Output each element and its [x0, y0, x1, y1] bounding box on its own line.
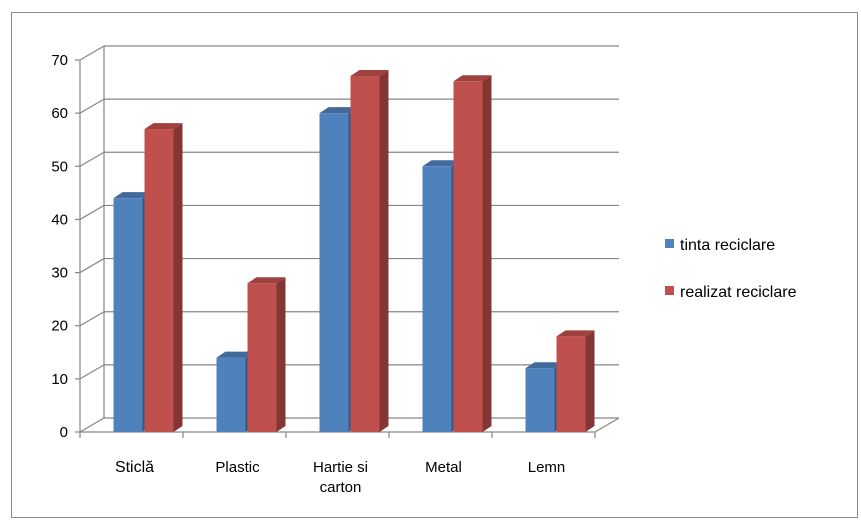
bar — [247, 277, 286, 432]
gridline-depth — [79, 311, 105, 327]
x-category-label: Plastic — [215, 459, 260, 476]
y-tick-label: 0 — [60, 424, 68, 441]
legend-label-realizat: realizat reciclare — [680, 284, 797, 301]
y-tick-label: 10 — [51, 371, 68, 388]
bar-top — [247, 277, 286, 284]
legend: tinta reciclare realizat reciclare — [665, 237, 797, 301]
floor-edge — [594, 417, 620, 433]
bar-front — [350, 75, 380, 432]
gridline-depth — [79, 364, 105, 380]
gridline-depth — [79, 417, 105, 433]
bar-top — [556, 330, 595, 337]
bar-front — [247, 283, 277, 432]
bar — [556, 330, 595, 432]
gridline-depth — [79, 98, 105, 114]
bar — [453, 75, 492, 432]
legend-swatch-realizat — [665, 286, 674, 295]
bar — [350, 69, 389, 432]
bar-top — [319, 107, 358, 114]
bar-front — [422, 166, 452, 433]
y-tick-label: 30 — [51, 265, 68, 282]
legend-item-tinta: tinta reciclare — [665, 237, 775, 254]
y-tick-label: 70 — [51, 52, 68, 69]
x-category-label: Lemn — [528, 459, 566, 476]
gridline-depth — [79, 204, 105, 220]
bar-front — [144, 129, 174, 433]
bar-front — [525, 368, 555, 432]
bar — [144, 123, 183, 433]
legend-label-tinta: tinta reciclare — [680, 237, 775, 254]
bar-front — [453, 81, 483, 432]
bar-front — [319, 113, 349, 433]
bar-side — [585, 330, 595, 432]
gridline-depth — [79, 258, 105, 274]
legend-swatch-tinta — [665, 239, 674, 248]
y-tick-label: 20 — [51, 318, 68, 335]
bar-top — [422, 160, 461, 167]
bars — [113, 69, 595, 433]
bar-top — [216, 351, 255, 358]
bar-top — [144, 123, 183, 130]
x-category-label: Metal — [425, 459, 462, 476]
gridline-depth — [79, 151, 105, 167]
y-tick-label: 60 — [51, 105, 68, 122]
bar-top — [113, 192, 152, 199]
y-tick-label: 40 — [51, 211, 68, 228]
bar-side — [276, 277, 286, 432]
bar-top — [453, 75, 492, 82]
gridline-depth — [79, 45, 105, 61]
x-category-label: Hartie si carton — [313, 459, 368, 496]
bar-top — [525, 362, 564, 369]
bar-front — [113, 198, 143, 432]
category-labels: Sticlă Plastic Hartie si carton Metal Lemn — [115, 459, 565, 496]
bar-front — [556, 336, 586, 432]
y-tick-label: 50 — [51, 158, 68, 175]
y-tick-labels: 0 10 20 30 40 50 60 70 — [51, 52, 68, 441]
legend-item-realizat: realizat reciclare — [665, 284, 797, 301]
bar-side — [379, 69, 389, 432]
bar-side — [173, 123, 183, 432]
bar-top — [350, 69, 389, 76]
bar-side — [482, 75, 492, 432]
x-category-label: Sticlă — [115, 459, 154, 476]
bar-front — [216, 357, 246, 432]
